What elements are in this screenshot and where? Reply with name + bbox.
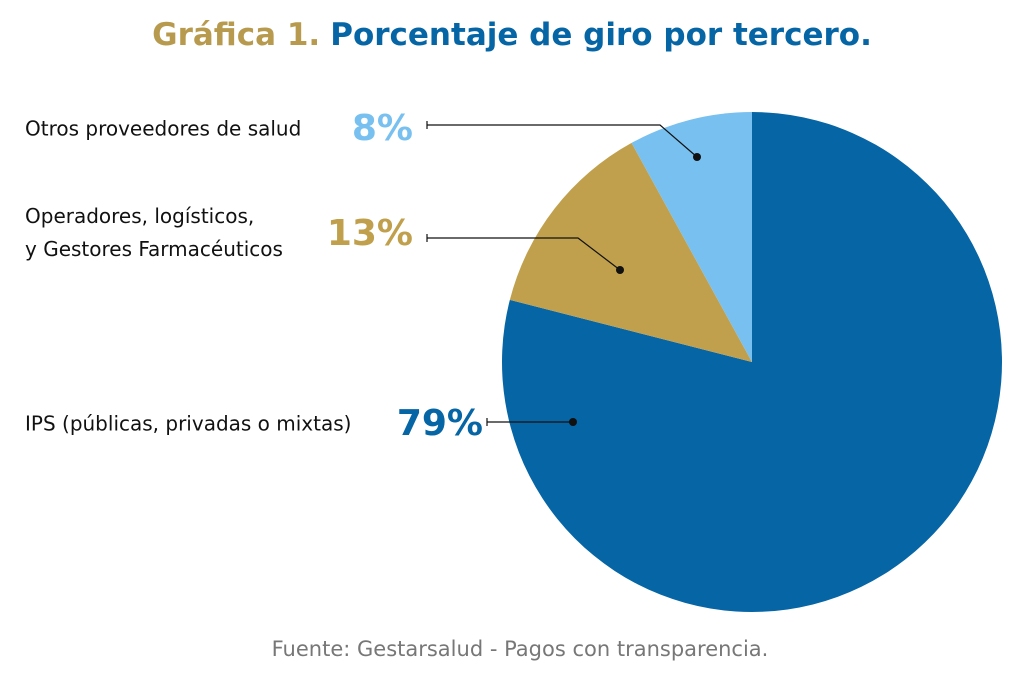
chart-title-group: Gráfica 1. Porcentaje de giro por tercero… (152, 17, 872, 53)
leader-line (427, 237, 621, 271)
value-label: 13% (327, 213, 413, 254)
chart-title-prefix: Gráfica 1. (152, 17, 320, 53)
category-label: Otros proveedores de salud (25, 117, 301, 141)
pie-slice (509, 142, 752, 362)
source: Fuente: Gestarsalud - Pagos con transpar… (272, 637, 769, 661)
value-label: 79% (397, 403, 483, 444)
pie-slice (631, 112, 752, 362)
category-label: Operadores, logísticos, y Gestores Farmac… (25, 204, 283, 261)
category-label: IPS (públicas, privadas o mixtas) (25, 412, 351, 436)
value-label: 8% (352, 108, 413, 149)
leader-dot (569, 418, 577, 426)
leader-dot (693, 153, 701, 161)
leader-dot (616, 266, 624, 274)
leader-line (427, 124, 698, 158)
chart-title: Porcentaje de giro por tercero. (330, 17, 872, 53)
